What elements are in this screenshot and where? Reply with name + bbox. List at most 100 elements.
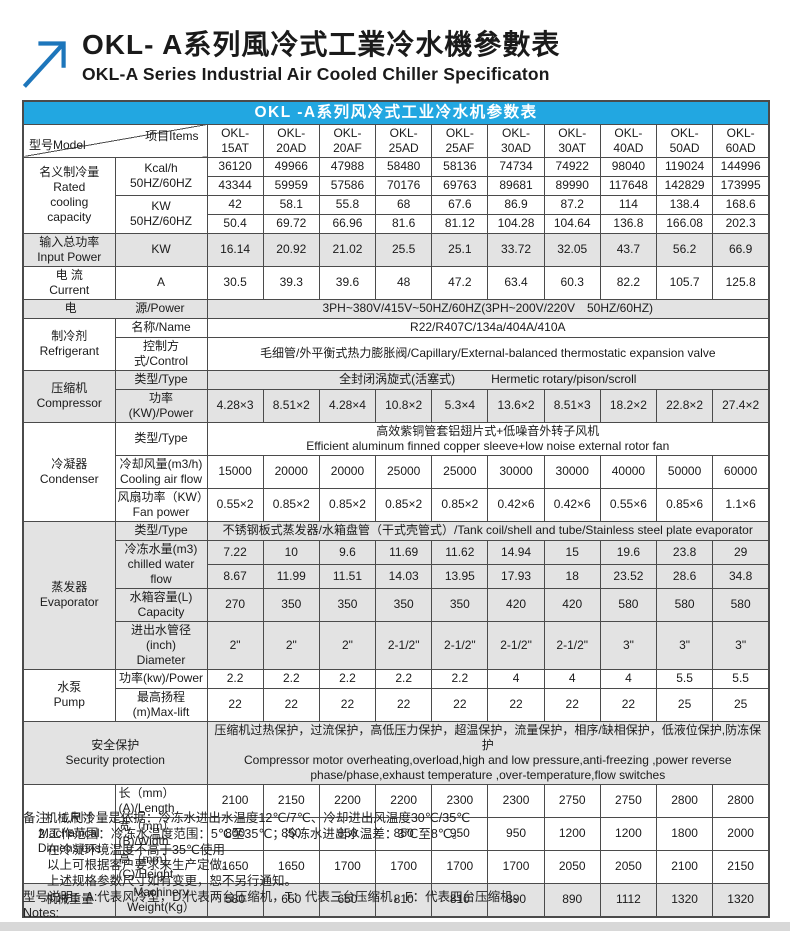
value-cell: 173995 [712, 175, 770, 196]
value-cell: 4 [543, 668, 601, 689]
row-label: KW 50HZ/60HZ [114, 194, 208, 234]
value-cell: 850 [262, 816, 320, 851]
spec-table-body: OKL -A系列风冷式工业冷水机参数表 型号Model 项目Items OKL- 15A… [22, 100, 770, 917]
category-label: 压缩机 Compressor [22, 369, 116, 423]
value-cell: 21.02 [318, 232, 377, 267]
value-cell: 4.28×3 [206, 388, 264, 423]
value-cell: 89681 [487, 175, 545, 196]
value-cell: 3" [655, 620, 714, 670]
row-label: 功率(KW)/Power [114, 388, 208, 423]
value-cell: 25000 [375, 454, 433, 489]
value-cell: 47988 [318, 156, 377, 177]
row-label: 类型/Type [114, 369, 208, 390]
value-cell: 2100 [655, 849, 714, 884]
value-cell: 8.67 [206, 563, 264, 589]
footnote-line: 型号说明：A:代表风冷型，D:代表两台压缩机，T：代表三台压缩机，F：代表四台压… [23, 889, 526, 904]
footnote-line: 2.工作范围：冷冻水温度范围：5℃至35℃；冷冻水进出水温差：3℃至8℃。 [38, 826, 465, 841]
value-cell: 142829 [655, 175, 714, 196]
value-cell: 11.69 [375, 539, 433, 565]
value-cell: 1700 [487, 849, 545, 884]
page-title: OKL- A系列風冷式工業冷水機參數表 [82, 29, 561, 60]
value-cell: 43344 [206, 175, 264, 196]
value-cell: 2-1/2" [543, 620, 601, 670]
value-cell: 87.2 [543, 194, 601, 215]
spec-table: OKL -A系列风冷式工业冷水机参数表 型号Model 项目Items OKL- 15A… [22, 100, 771, 918]
value-cell: 25 [712, 687, 770, 722]
value-cell: 22.8×2 [655, 388, 714, 423]
value-cell: 1320 [712, 882, 770, 917]
value-cell: 27.4×2 [712, 388, 770, 423]
merged-value-cell: R22/R407C/134a/404A/410A [206, 317, 770, 338]
value-cell: 68 [375, 194, 433, 215]
value-cell: 0.42×6 [543, 487, 601, 522]
value-cell: 23.8 [655, 539, 714, 565]
value-cell: 136.8 [599, 213, 658, 234]
value-cell: 350 [375, 587, 433, 622]
value-cell: 350 [262, 587, 320, 622]
row-label: 功率(kw)/Power [114, 668, 208, 689]
value-cell: 66.9 [712, 232, 770, 267]
value-cell: 890 [543, 882, 601, 917]
value-cell: 4.28×4 [318, 388, 377, 423]
value-cell: 580 [206, 882, 264, 917]
value-cell: 650 [262, 882, 320, 917]
value-cell: 166.08 [655, 213, 714, 234]
value-cell: 2-1/2" [487, 620, 545, 670]
value-cell: 70176 [375, 175, 433, 196]
footnote-line: 以上可根据客户要求来生产定做。 [47, 858, 235, 873]
value-cell: 42 [206, 194, 264, 215]
value-cell: 2800 [655, 783, 714, 818]
value-cell: 1700 [318, 849, 377, 884]
value-cell: 810 [375, 882, 433, 917]
value-cell: 23.52 [599, 563, 658, 589]
category-label: 制冷剂 Refrigerant [22, 317, 116, 371]
value-cell: 3" [712, 620, 770, 670]
category-label: 安全保护 Security protection [22, 720, 208, 785]
value-cell: 40000 [599, 454, 658, 489]
category-label: 电 源/Power [22, 298, 208, 319]
value-cell: 22 [318, 687, 377, 722]
footnote-line: 上述规格参数尺寸如有变更，恕不另行通知。 [47, 874, 298, 889]
row-label: 最高扬程(m)Max-lift [114, 687, 208, 722]
value-cell: 22 [599, 687, 658, 722]
merged-value-cell: 不锈钢板式蒸发器/水箱盘管（干式壳管式）/Tank coil/shell and… [206, 520, 770, 541]
value-cell: 650 [318, 882, 377, 917]
value-cell: 4 [599, 668, 658, 689]
row-label: 名称/Name [114, 317, 208, 338]
value-cell: 22 [543, 687, 601, 722]
value-cell: 30000 [487, 454, 545, 489]
row-label: Machinery Weight(Kg） [114, 882, 208, 917]
value-cell: 43.7 [599, 232, 658, 267]
value-cell: 2000 [712, 816, 770, 851]
value-cell: 850 [318, 816, 377, 851]
category-label-en: 源/Power [135, 301, 185, 315]
model-header: OKL- 60AD [712, 123, 770, 158]
row-label: 冷却风量(m3/h) Cooling air flow [114, 454, 208, 489]
model-header: OKL- 15AT [206, 123, 264, 158]
value-cell: 2200 [375, 783, 433, 818]
value-cell: 350 [431, 587, 489, 622]
value-cell: 2-1/2" [375, 620, 433, 670]
value-cell: 22 [375, 687, 433, 722]
value-cell: 950 [487, 816, 545, 851]
value-cell: 890 [487, 882, 545, 917]
value-cell: 114 [599, 194, 658, 215]
value-cell: 30.5 [206, 265, 264, 300]
value-cell: 60000 [712, 454, 770, 489]
category-label: 输入总功率 Input Power [22, 232, 116, 267]
brand-header: OKL- A系列風冷式工業冷水機參數表 OKL-A Series Industr… [16, 28, 560, 94]
value-cell: 22 [206, 687, 264, 722]
row-label: 类型/Type [114, 520, 208, 541]
value-cell: 47.2 [431, 265, 489, 300]
value-cell: 2100 [206, 783, 264, 818]
value-cell: 138.4 [655, 194, 714, 215]
model-header: OKL- 25AF [431, 123, 489, 158]
value-cell: 270 [206, 587, 264, 622]
row-label: 水箱容量(L) Capacity [114, 587, 208, 622]
merged-value-cell: 高效紫铜管套铝翅片式+低噪音外转子风机 Efficient aluminum fi… [206, 421, 770, 456]
value-cell: 0.85×2 [375, 487, 433, 522]
category-label: 电 流 Current [22, 265, 116, 300]
category-label: 机械重量 [22, 882, 116, 917]
corner-model-label: 型号Model [29, 137, 86, 152]
value-cell: 1650 [262, 849, 320, 884]
